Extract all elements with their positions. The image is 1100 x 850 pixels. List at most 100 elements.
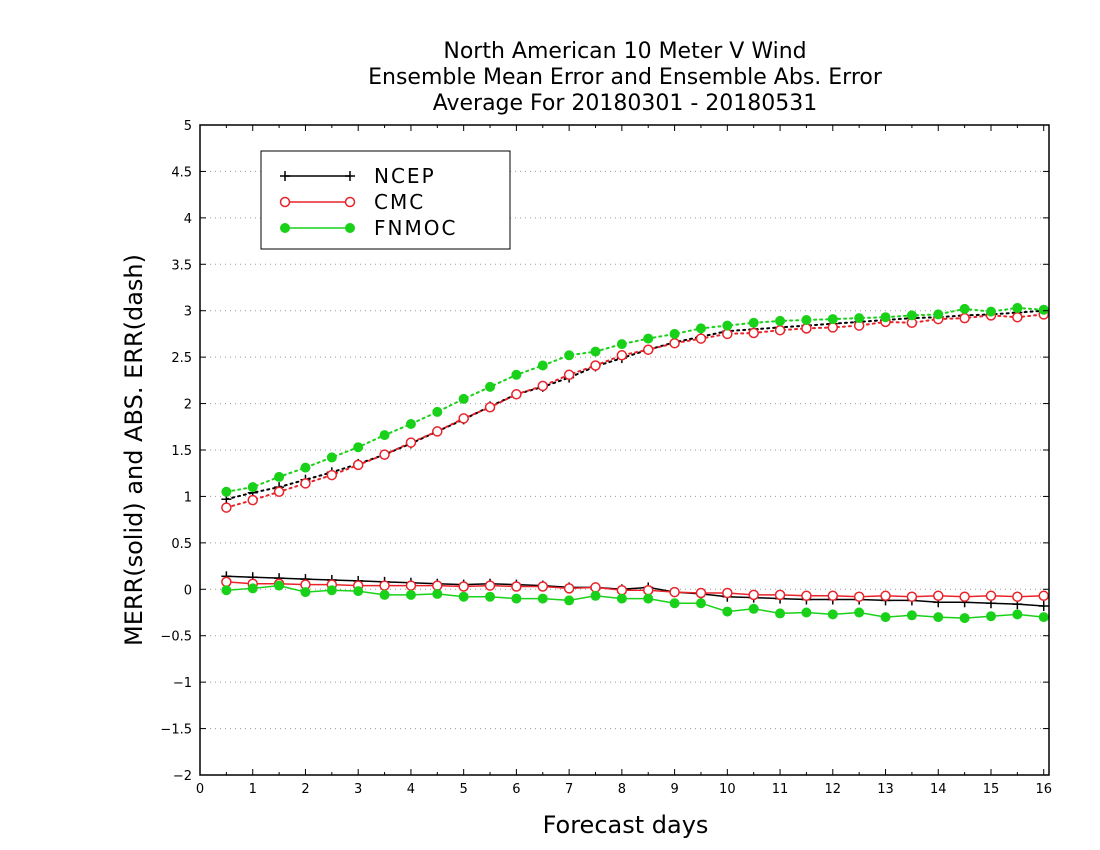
cmc-merr-point bbox=[484, 580, 496, 591]
cmc-merr-point bbox=[748, 589, 759, 601]
cmc-abs-err-point bbox=[273, 486, 285, 498]
y-axis-label: MERR(solid) and ABS. ERR(dash) bbox=[120, 254, 148, 646]
fnmoc-merr-point bbox=[801, 607, 812, 618]
cmc-merr-point bbox=[1038, 590, 1049, 602]
cmc-abs-err-point bbox=[379, 449, 390, 460]
y-tick-label: −1 bbox=[173, 676, 192, 691]
fnmoc-abs-err-point bbox=[643, 333, 654, 344]
cmc-abs-err-point bbox=[774, 324, 786, 336]
cmc-merr-point bbox=[853, 591, 865, 602]
legend-label: FNMOC bbox=[374, 216, 457, 240]
cmc-abs-err-line bbox=[225, 313, 1045, 509]
fnmoc-abs-err-point bbox=[300, 462, 311, 473]
ncep-merr-point bbox=[1038, 601, 1049, 611]
y-tick-label: 2.5 bbox=[171, 351, 192, 366]
y-tick-label: 0.5 bbox=[171, 537, 192, 552]
y-tick-label: 0 bbox=[184, 583, 192, 598]
cmc-merr-point bbox=[590, 582, 601, 593]
cmc-abs-err-point bbox=[458, 413, 469, 424]
fnmoc-merr-point bbox=[274, 580, 285, 591]
legend-box bbox=[260, 150, 511, 250]
y-tick-label: −0.5 bbox=[160, 630, 192, 645]
cmc-abs-err-point bbox=[247, 494, 258, 506]
fnmoc-abs-err-point bbox=[511, 369, 522, 380]
x-tick-label: 13 bbox=[877, 782, 894, 797]
y-tick-label: 2 bbox=[184, 398, 192, 413]
cmc-abs-err-point bbox=[432, 426, 443, 437]
fnmoc-abs-err-point bbox=[748, 317, 759, 328]
cmc-merr-point bbox=[563, 583, 575, 594]
fnmoc-merr-point bbox=[432, 588, 443, 599]
fnmoc-abs-err-point bbox=[1038, 304, 1049, 315]
fnmoc-abs-err-point bbox=[669, 328, 680, 339]
fnmoc-abs-err-point bbox=[906, 310, 917, 321]
x-tick-label: 15 bbox=[983, 782, 1000, 797]
fnmoc-merr-point bbox=[300, 587, 311, 598]
fnmoc-abs-err-point bbox=[880, 312, 891, 323]
legend-label: CMC bbox=[374, 190, 425, 214]
legend-marker bbox=[345, 223, 355, 233]
x-tick-label: 9 bbox=[670, 782, 678, 797]
cmc-abs-err-point bbox=[669, 337, 680, 349]
cmc-merr-point bbox=[511, 581, 522, 592]
fnmoc-merr-point bbox=[405, 589, 416, 600]
fnmoc-merr-point bbox=[379, 589, 390, 600]
fnmoc-merr-point bbox=[880, 612, 891, 623]
cmc-merr-point bbox=[537, 581, 549, 592]
cmc-merr-point bbox=[959, 591, 970, 602]
x-tick-label: 5 bbox=[460, 782, 468, 797]
fnmoc-merr-point bbox=[695, 598, 706, 609]
legend-item-fnmoc: FNMOC bbox=[280, 216, 457, 240]
cmc-abs-err-point bbox=[484, 402, 496, 413]
fnmoc-merr-point bbox=[1038, 612, 1049, 623]
fnmoc-abs-err-point bbox=[722, 320, 733, 331]
cmc-merr-point bbox=[616, 584, 628, 596]
legend-marker bbox=[280, 171, 290, 181]
fnmoc-abs-err-line bbox=[225, 306, 1045, 493]
cmc-merr-point bbox=[933, 590, 944, 602]
x-tick-label: 4 bbox=[407, 782, 415, 797]
grid bbox=[200, 170, 1049, 730]
fnmoc-merr-point bbox=[985, 611, 996, 622]
x-tick-label: 3 bbox=[354, 782, 362, 797]
fnmoc-abs-err-point bbox=[458, 393, 469, 404]
fnmoc-merr-point bbox=[722, 606, 733, 617]
fnmoc-merr-point bbox=[775, 608, 786, 619]
cmc-abs-err-point bbox=[221, 502, 232, 513]
fnmoc-merr-point bbox=[221, 585, 232, 596]
fnmoc-merr-point bbox=[458, 591, 469, 602]
cmc-abs-err-point bbox=[537, 380, 549, 392]
fnmoc-abs-err-point bbox=[379, 430, 390, 441]
x-tick-label: 16 bbox=[1035, 782, 1052, 797]
fnmoc-merr-point bbox=[485, 591, 496, 602]
cmc-abs-err-point bbox=[300, 478, 311, 489]
series-cmc bbox=[221, 309, 1049, 602]
y-tick-label: 3 bbox=[184, 305, 192, 320]
cmc-abs-err-point bbox=[722, 328, 733, 340]
fnmoc-merr-point bbox=[1012, 609, 1023, 620]
title-line-1: North American 10 Meter V Wind bbox=[443, 39, 806, 64]
fnmoc-merr-point bbox=[564, 595, 575, 606]
legend-marker bbox=[280, 223, 290, 233]
cmc-merr-point bbox=[1012, 591, 1023, 602]
fnmoc-merr-point bbox=[326, 585, 337, 596]
y-tick-label: 1.5 bbox=[171, 444, 192, 459]
fnmoc-abs-err-point bbox=[221, 486, 232, 497]
fnmoc-merr-point bbox=[537, 593, 548, 604]
fnmoc-merr-point bbox=[906, 610, 917, 621]
cmc-merr-point bbox=[774, 589, 786, 601]
fnmoc-abs-err-point bbox=[695, 323, 706, 334]
cmc-merr-point bbox=[906, 591, 918, 602]
fnmoc-merr-point bbox=[748, 603, 759, 614]
fnmoc-abs-err-point bbox=[485, 381, 496, 392]
fnmoc-merr-point bbox=[353, 586, 364, 597]
y-tick-label: 4 bbox=[184, 212, 192, 227]
x-tick-label: 0 bbox=[196, 782, 204, 797]
cmc-merr-point bbox=[827, 590, 839, 602]
cmc-merr-point bbox=[669, 586, 680, 598]
cmc-abs-err-point bbox=[405, 437, 417, 448]
fnmoc-abs-err-point bbox=[432, 406, 443, 417]
fnmoc-merr-point bbox=[669, 598, 680, 609]
